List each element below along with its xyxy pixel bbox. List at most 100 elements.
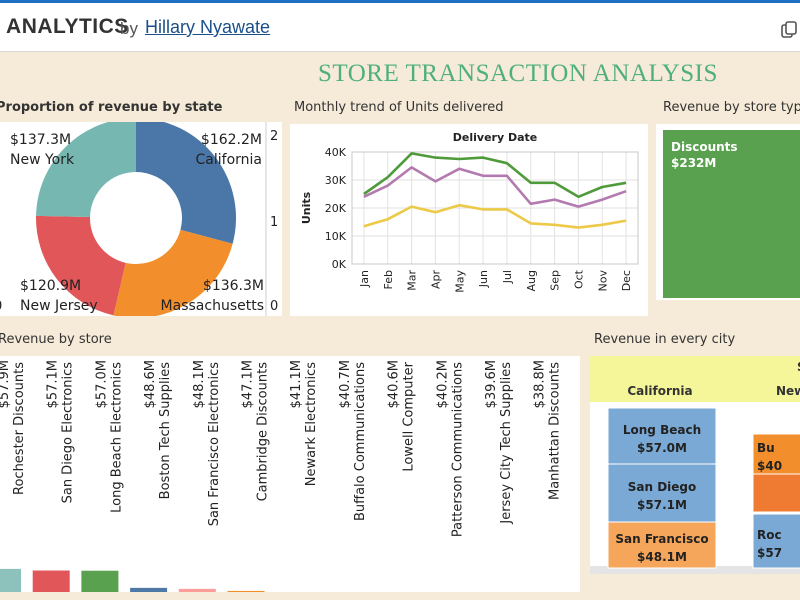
store-value-label: $40.6M bbox=[387, 360, 402, 408]
store-category-label: Buffalo Communications bbox=[353, 362, 368, 521]
author-link[interactable]: Hillary Nyawate bbox=[145, 17, 271, 37]
city-name-label: San Diego bbox=[628, 480, 697, 494]
city-scrollbar[interactable] bbox=[590, 566, 800, 574]
pie-category-label: Massachusetts bbox=[161, 298, 264, 314]
line-y-tick: 0K bbox=[332, 258, 347, 271]
pie-axis-label: 1 bbox=[270, 215, 278, 230]
store-bar[interactable] bbox=[0, 568, 21, 592]
store-bar-chart: $57.9M Rochester Discounts $57.1M San Diego… bbox=[0, 360, 563, 592]
store-category-label: Lowell Computer bbox=[402, 361, 417, 471]
by-label: by bbox=[120, 19, 138, 38]
line-series-yellow[interactable] bbox=[363, 203, 627, 229]
store-value-label: $39.6M bbox=[484, 360, 499, 408]
line-chart-title: Delivery Date bbox=[453, 131, 537, 144]
store-category-label: San Diego Electronics bbox=[61, 362, 76, 504]
line-y-tick: 10K bbox=[325, 230, 347, 243]
city-cell[interactable] bbox=[607, 463, 717, 523]
store-bar[interactable] bbox=[178, 588, 216, 592]
pie-category-label: California bbox=[196, 152, 262, 168]
city-cell[interactable] bbox=[752, 473, 800, 513]
top-bar: E ANALYTICS by Hillary Nyawate bbox=[0, 0, 800, 52]
store-value-label: $40.7M bbox=[338, 360, 353, 408]
type-bar-value: $232M bbox=[671, 156, 716, 170]
line-panel-title: Monthly trend of Units delivered bbox=[294, 100, 504, 115]
city-name-label: Long Beach bbox=[623, 423, 701, 437]
city-cell[interactable] bbox=[752, 433, 800, 475]
store-value-label: $57.9M bbox=[0, 360, 12, 408]
store-category-label: San Francisco Electronics bbox=[207, 362, 222, 527]
line-x-tick: Jul bbox=[501, 270, 514, 284]
city-name-label: Bu bbox=[757, 441, 775, 455]
pie-chart: $162.2M California $136.3M Massachusetts $12… bbox=[0, 122, 278, 316]
store-category-label: Patterson Communications bbox=[450, 362, 465, 537]
line-y-tick: 20K bbox=[325, 202, 347, 215]
store-category-label: Rochester Discounts bbox=[12, 362, 27, 495]
city-panel: S California New Long Beach $57.0M San Diego $… bbox=[590, 356, 800, 574]
line-x-tick: May bbox=[453, 270, 466, 293]
pie-panel: $162.2M California $136.3M Massachusetts $12… bbox=[0, 122, 282, 316]
city-value-label: $57 bbox=[757, 546, 782, 560]
pie-slice-massachusetts[interactable] bbox=[113, 229, 233, 316]
line-x-tick: Jun bbox=[477, 270, 490, 288]
city-treemap: S California New Long Beach $57.0M San Diego $… bbox=[590, 356, 800, 574]
line-panel: Delivery Date Units 40K 30K 20K 10K 0K Jan Feb Ma… bbox=[290, 124, 648, 316]
store-value-label: $48.1M bbox=[192, 360, 207, 408]
city-column-header: California bbox=[627, 384, 692, 398]
store-value-label: $40.2M bbox=[435, 360, 450, 408]
store-value-label: $38.8M bbox=[533, 360, 548, 408]
dashboard-title: STORE TRANSACTION ANALYSIS bbox=[318, 60, 718, 87]
city-value-label: $48.1M bbox=[637, 550, 687, 564]
line-series-green[interactable] bbox=[363, 152, 627, 199]
store-panel: $57.9M Rochester Discounts $57.1M San Diego… bbox=[0, 356, 580, 592]
copy-icon[interactable] bbox=[780, 20, 800, 40]
line-series-purple[interactable] bbox=[363, 166, 627, 208]
pie-axis-label: 0 bbox=[0, 299, 2, 314]
line-x-tick: Jan bbox=[358, 270, 371, 288]
type-panel: Discounts $232M bbox=[656, 124, 800, 300]
pie-value-label: $162.2M bbox=[201, 132, 262, 148]
store-value-label: $48.6M bbox=[143, 360, 158, 408]
store-value-label: $57.1M bbox=[46, 360, 61, 408]
city-cell[interactable] bbox=[607, 407, 717, 465]
line-y-tick: 30K bbox=[325, 174, 347, 187]
store-bar[interactable] bbox=[227, 590, 265, 592]
store-category-label: Cambridge Discounts bbox=[256, 362, 271, 502]
pie-category-label: New York bbox=[10, 152, 75, 168]
type-bar-discounts[interactable] bbox=[663, 130, 800, 298]
store-bar[interactable] bbox=[130, 587, 168, 592]
pie-category-label: New Jersey bbox=[20, 298, 98, 314]
store-bar[interactable] bbox=[81, 570, 119, 592]
pie-axis-label: 0 bbox=[270, 299, 278, 314]
store-value-label: $47.1M bbox=[241, 360, 256, 408]
line-x-tick: Dec bbox=[620, 270, 633, 291]
city-cell[interactable] bbox=[607, 521, 717, 569]
city-cell[interactable] bbox=[752, 513, 800, 569]
app-title: E ANALYTICS bbox=[0, 15, 129, 38]
line-y-tick: 40K bbox=[325, 146, 347, 159]
store-category-label: Manhattan Discounts bbox=[548, 362, 563, 500]
city-name-label: Roc bbox=[757, 528, 782, 542]
pie-slice-new-jersey[interactable] bbox=[36, 215, 126, 316]
line-x-tick: Mar bbox=[406, 270, 419, 291]
city-panel-title: Revenue in every city bbox=[594, 332, 736, 347]
store-category-label: Newark Electronics bbox=[304, 362, 319, 486]
line-x-tick: Sep bbox=[549, 270, 562, 291]
pie-value-label: $120.9M bbox=[20, 278, 81, 294]
type-bar-label: Discounts bbox=[671, 140, 738, 154]
city-column-header: New bbox=[776, 384, 800, 398]
store-panel-title: Revenue by store bbox=[0, 332, 112, 347]
city-name-label: San Francisco bbox=[615, 532, 708, 546]
line-x-tick: Aug bbox=[525, 270, 538, 291]
pie-axis-label: 2 bbox=[270, 129, 278, 144]
line-plot-frame bbox=[351, 151, 639, 265]
line-x-tick: Nov bbox=[596, 270, 609, 292]
store-bar[interactable] bbox=[32, 570, 70, 592]
type-panel-title: Revenue by store typ bbox=[663, 100, 800, 115]
store-category-label: Long Beach Electronics bbox=[109, 362, 124, 513]
line-y-axis-label: Units bbox=[300, 191, 313, 224]
pie-slice-new-york[interactable] bbox=[36, 122, 136, 218]
pie-slice-california[interactable] bbox=[136, 122, 236, 244]
pie-value-label: $137.3M bbox=[10, 132, 71, 148]
store-category-label: Boston Tech Supplies bbox=[158, 362, 173, 500]
line-x-tick: Apr bbox=[429, 270, 442, 290]
